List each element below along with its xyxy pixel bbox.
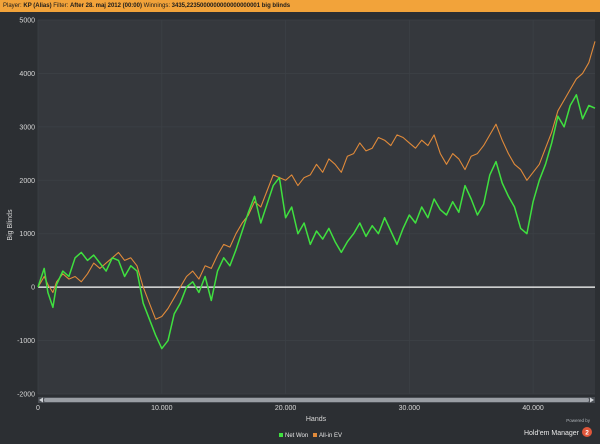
y-axis-label: Big Blinds xyxy=(7,209,14,241)
brand-badge-number: 2 xyxy=(585,430,589,437)
x-tick-label: 10.000 xyxy=(151,405,173,412)
legend-label-net-won: Net Won xyxy=(285,433,308,439)
scroll-right-arrow-icon[interactable] xyxy=(590,397,594,403)
header-text: Player: KP (Alias) Filter: After 28. maj… xyxy=(3,1,290,11)
plot-area xyxy=(38,20,595,394)
scrollbar-thumb[interactable] xyxy=(44,398,589,402)
x-tick-label: 30.000 xyxy=(399,405,421,412)
x-axis-label: Hands xyxy=(306,416,327,423)
series-layer xyxy=(37,41,596,350)
powered-by-text: Powered by xyxy=(566,418,591,423)
player-value: KP (Alias) xyxy=(23,3,52,9)
winnings-value: 3435,2235000000000000000001 big blinds xyxy=(171,3,291,9)
filter-label: Filter: xyxy=(53,3,69,9)
legend-swatch-allin-ev xyxy=(313,433,317,437)
x-tick-labels: 0 10.000 20.000 30.000 40.000 xyxy=(36,405,544,412)
brand-logo: Powered by Hold'em Manager 2 xyxy=(524,418,592,437)
legend-swatch-net-won xyxy=(279,433,283,437)
y-tick-label: -2000 xyxy=(17,392,35,399)
y-tick-label: 5000 xyxy=(19,18,35,25)
y-tick-label: 0 xyxy=(31,285,35,292)
horizontal-scrollbar[interactable] xyxy=(38,397,595,403)
y-tick-label: 2000 xyxy=(19,178,35,185)
y-tick-labels: -2000 -1000 0 1000 2000 3000 4000 5000 xyxy=(17,18,35,399)
legend: Net Won All-in EV xyxy=(279,433,342,439)
brand-name: Hold'em Manager xyxy=(524,430,580,437)
series-line-allin-ev xyxy=(37,41,596,320)
y-tick-label: 1000 xyxy=(19,231,35,238)
x-tick-label: 40.000 xyxy=(522,405,544,412)
y-tick-label: -1000 xyxy=(17,338,35,345)
filter-value: After 28. maj 2012 (00:00) xyxy=(69,3,142,9)
series-line-net-won xyxy=(37,94,596,350)
winnings-label: Winnings: xyxy=(143,3,170,9)
x-tick-label: 0 xyxy=(36,405,40,412)
y-tick-label: 3000 xyxy=(19,124,35,131)
x-tick-label: 20.000 xyxy=(275,405,297,412)
brand-badge-icon xyxy=(582,427,592,437)
y-tick-label: 4000 xyxy=(19,71,35,78)
winnings-graph: -2000 -1000 0 1000 2000 3000 4000 5000 0 10.000 2… xyxy=(0,12,600,444)
grid-lines xyxy=(37,19,595,395)
player-label: Player: xyxy=(3,3,22,9)
scroll-left-arrow-icon[interactable] xyxy=(39,397,43,403)
legend-label-allin-ev: All-in EV xyxy=(319,433,342,439)
